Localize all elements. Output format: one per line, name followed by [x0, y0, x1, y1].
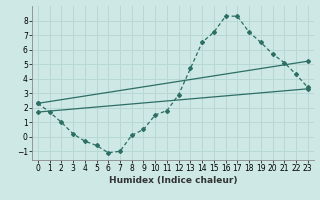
X-axis label: Humidex (Indice chaleur): Humidex (Indice chaleur) — [108, 176, 237, 185]
